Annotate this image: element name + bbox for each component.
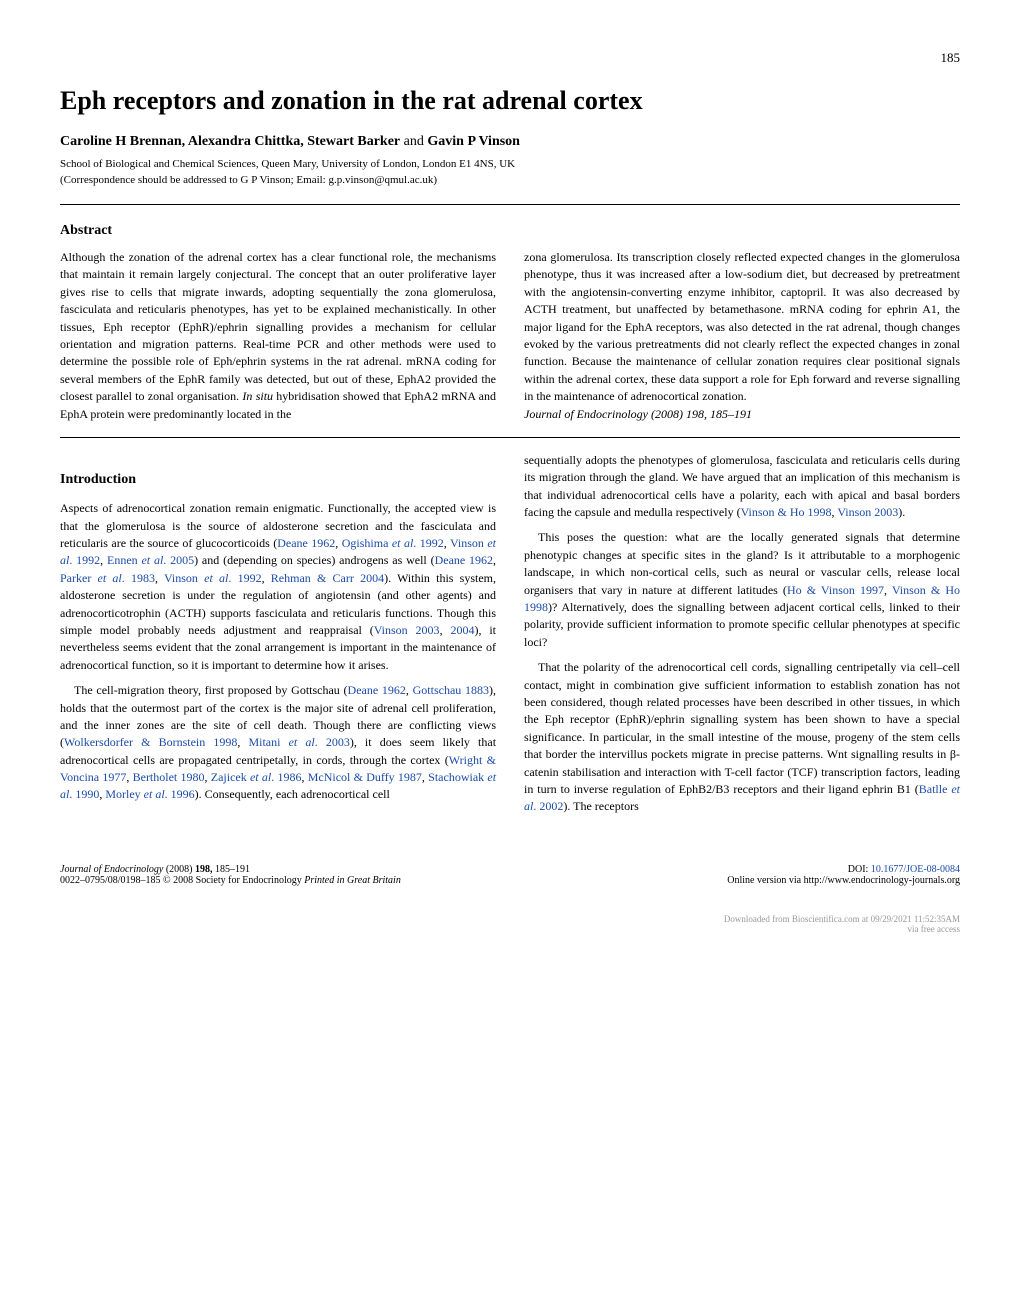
abstract-left-col: Although the zonation of the adrenal cor…: [60, 249, 496, 423]
intro-heading: Introduction: [60, 470, 496, 490]
intro-p2: The cell-migration theory, first propose…: [60, 682, 496, 804]
footer: Journal of Endocrinology (2008) 198, 185…: [60, 864, 960, 886]
footer-left: Journal of Endocrinology (2008) 198, 185…: [60, 864, 401, 886]
intro-left-col: Introduction Aspects of adrenocortical z…: [60, 452, 496, 824]
correspondence: (Correspondence should be addressed to G…: [60, 174, 960, 186]
introduction: Introduction Aspects of adrenocortical z…: [60, 452, 960, 824]
abstract-right-col: zona glomerulosa. Its transcription clos…: [524, 249, 960, 423]
journal-citation: Journal of Endocrinology (2008) 198, 185…: [524, 407, 752, 421]
intro-p4: This poses the question: what are the lo…: [524, 529, 960, 651]
divider-mid: [60, 437, 960, 438]
abstract-heading: Abstract: [60, 223, 960, 239]
watermark-line2: via free access: [60, 924, 960, 934]
divider-top: [60, 204, 960, 205]
intro-right-col: sequentially adopts the phenotypes of gl…: [524, 452, 960, 824]
footer-doi: DOI: 10.1677/JOE-08-0084: [727, 864, 960, 875]
affiliation: School of Biological and Chemical Scienc…: [60, 158, 960, 170]
abstract-right-text: zona glomerulosa. Its transcription clos…: [524, 250, 960, 403]
intro-p1: Aspects of adrenocortical zonation remai…: [60, 500, 496, 674]
article-title: Eph receptors and zonation in the rat ad…: [60, 86, 960, 116]
intro-p3: sequentially adopts the phenotypes of gl…: [524, 452, 960, 522]
abstract: Although the zonation of the adrenal cor…: [60, 249, 960, 423]
footer-journal: Journal of Endocrinology (2008) 198, 185…: [60, 864, 401, 875]
footer-right: DOI: 10.1677/JOE-08-0084 Online version …: [727, 864, 960, 886]
page-number: 185: [60, 50, 960, 66]
footer-url: Online version via http://www.endocrinol…: [727, 875, 960, 886]
watermark-line1: Downloaded from Bioscientifica.com at 09…: [60, 914, 960, 924]
intro-p5: That the polarity of the adrenocortical …: [524, 659, 960, 816]
footer-copyright: 0022–0795/08/0198–185 © 2008 Society for…: [60, 875, 401, 886]
authors: Caroline H Brennan, Alexandra Chittka, S…: [60, 134, 960, 150]
watermark: Downloaded from Bioscientifica.com at 09…: [60, 914, 960, 934]
